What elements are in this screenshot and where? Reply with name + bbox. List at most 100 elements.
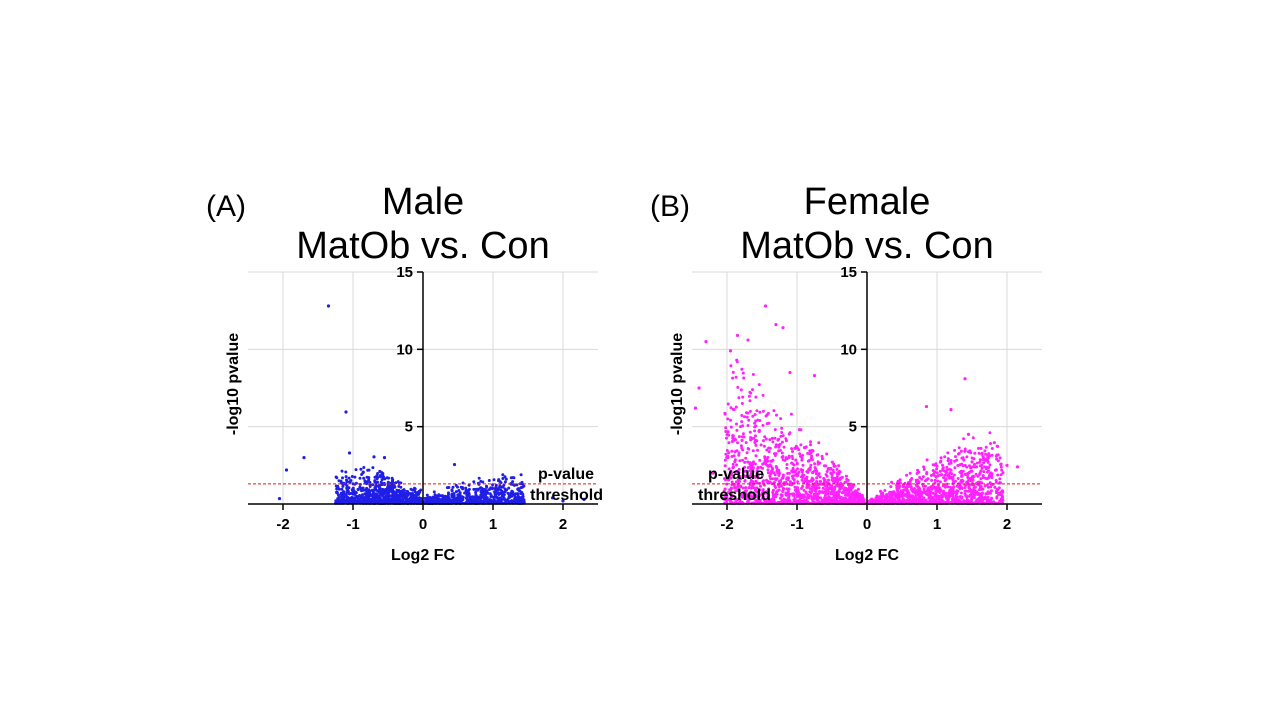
data-point <box>378 469 382 473</box>
data-point <box>351 491 355 494</box>
data-point <box>353 500 357 503</box>
data-point <box>375 493 379 497</box>
data-point <box>397 489 400 493</box>
data-point <box>373 498 377 502</box>
data-point <box>503 480 507 484</box>
data-point <box>335 490 339 494</box>
data-point <box>582 497 586 501</box>
data-point <box>479 494 483 498</box>
data-point <box>284 468 289 472</box>
data-point <box>345 484 349 488</box>
data-point <box>503 475 507 479</box>
data-point <box>468 499 472 503</box>
data-point <box>336 486 340 490</box>
chart-a-title-line2: MatOb vs. Con <box>296 225 550 267</box>
data-point <box>499 496 503 500</box>
data-point <box>506 491 510 495</box>
data-point <box>453 500 457 504</box>
data-point <box>507 486 511 490</box>
data-point <box>444 495 448 499</box>
data-point <box>428 495 432 499</box>
data-point <box>450 488 454 492</box>
data-point <box>341 476 344 480</box>
data-point <box>501 477 505 480</box>
data-point <box>382 496 386 500</box>
data-point <box>302 456 306 460</box>
data-point <box>482 500 486 503</box>
data-point <box>362 466 366 469</box>
data-point <box>347 476 351 480</box>
data-point <box>364 495 368 499</box>
data-point <box>450 492 454 496</box>
data-point <box>512 476 516 480</box>
data-point <box>479 490 483 494</box>
data-point <box>447 491 450 495</box>
data-point <box>457 498 461 502</box>
data-point <box>347 492 351 496</box>
data-point <box>367 468 371 472</box>
data-point <box>503 498 507 502</box>
data-point <box>447 497 451 501</box>
data-point <box>500 490 504 494</box>
data-point <box>349 479 353 482</box>
data-point <box>382 456 387 460</box>
data-point <box>362 499 366 503</box>
data-point <box>345 480 349 484</box>
data-point <box>519 486 523 490</box>
data-point <box>385 476 389 480</box>
y-tick-label: 5 <box>405 419 413 436</box>
data-point <box>379 475 383 479</box>
x-axis-label: Log2 FC <box>391 547 455 564</box>
data-point <box>481 480 485 484</box>
data-point <box>369 494 373 497</box>
data-point <box>445 486 449 490</box>
data-point <box>416 491 420 495</box>
data-point <box>505 488 508 492</box>
data-point <box>487 479 491 482</box>
data-point <box>395 497 399 501</box>
data-point <box>374 475 378 479</box>
data-point <box>398 497 401 501</box>
data-point <box>347 451 352 455</box>
x-tick-label: -2 <box>276 516 289 533</box>
panel-label-a: (A) <box>206 190 246 223</box>
data-point <box>358 476 362 480</box>
data-point <box>520 497 523 501</box>
data-point <box>504 477 508 481</box>
data-point <box>386 486 390 490</box>
data-point <box>406 493 410 497</box>
data-point <box>513 495 517 499</box>
data-point <box>350 475 354 478</box>
data-point <box>345 487 349 490</box>
data-point <box>490 486 494 490</box>
data-point <box>461 487 465 491</box>
data-point <box>353 496 357 500</box>
data-point <box>467 483 471 487</box>
data-point <box>361 471 365 475</box>
data-point <box>476 488 480 492</box>
data-point <box>341 484 345 488</box>
data-point <box>393 491 397 495</box>
data-point <box>472 487 476 491</box>
data-point <box>495 487 499 491</box>
data-point <box>515 499 519 503</box>
data-point <box>507 496 511 499</box>
data-point <box>326 304 331 308</box>
chart-a-points <box>277 304 586 505</box>
data-point <box>452 462 457 467</box>
data-point <box>357 497 361 501</box>
data-point <box>505 500 508 504</box>
data-point <box>370 488 374 492</box>
data-point <box>356 488 360 492</box>
data-point <box>379 497 382 501</box>
data-point <box>508 500 512 504</box>
data-point <box>396 494 400 498</box>
data-point <box>382 490 386 494</box>
data-point <box>365 488 369 492</box>
data-point <box>407 497 411 501</box>
y-axis-label: -log10 pvalue <box>225 333 242 435</box>
data-point <box>512 500 516 504</box>
data-point <box>510 494 514 498</box>
data-point <box>413 494 417 498</box>
threshold-label-line2: threshold <box>530 487 603 504</box>
